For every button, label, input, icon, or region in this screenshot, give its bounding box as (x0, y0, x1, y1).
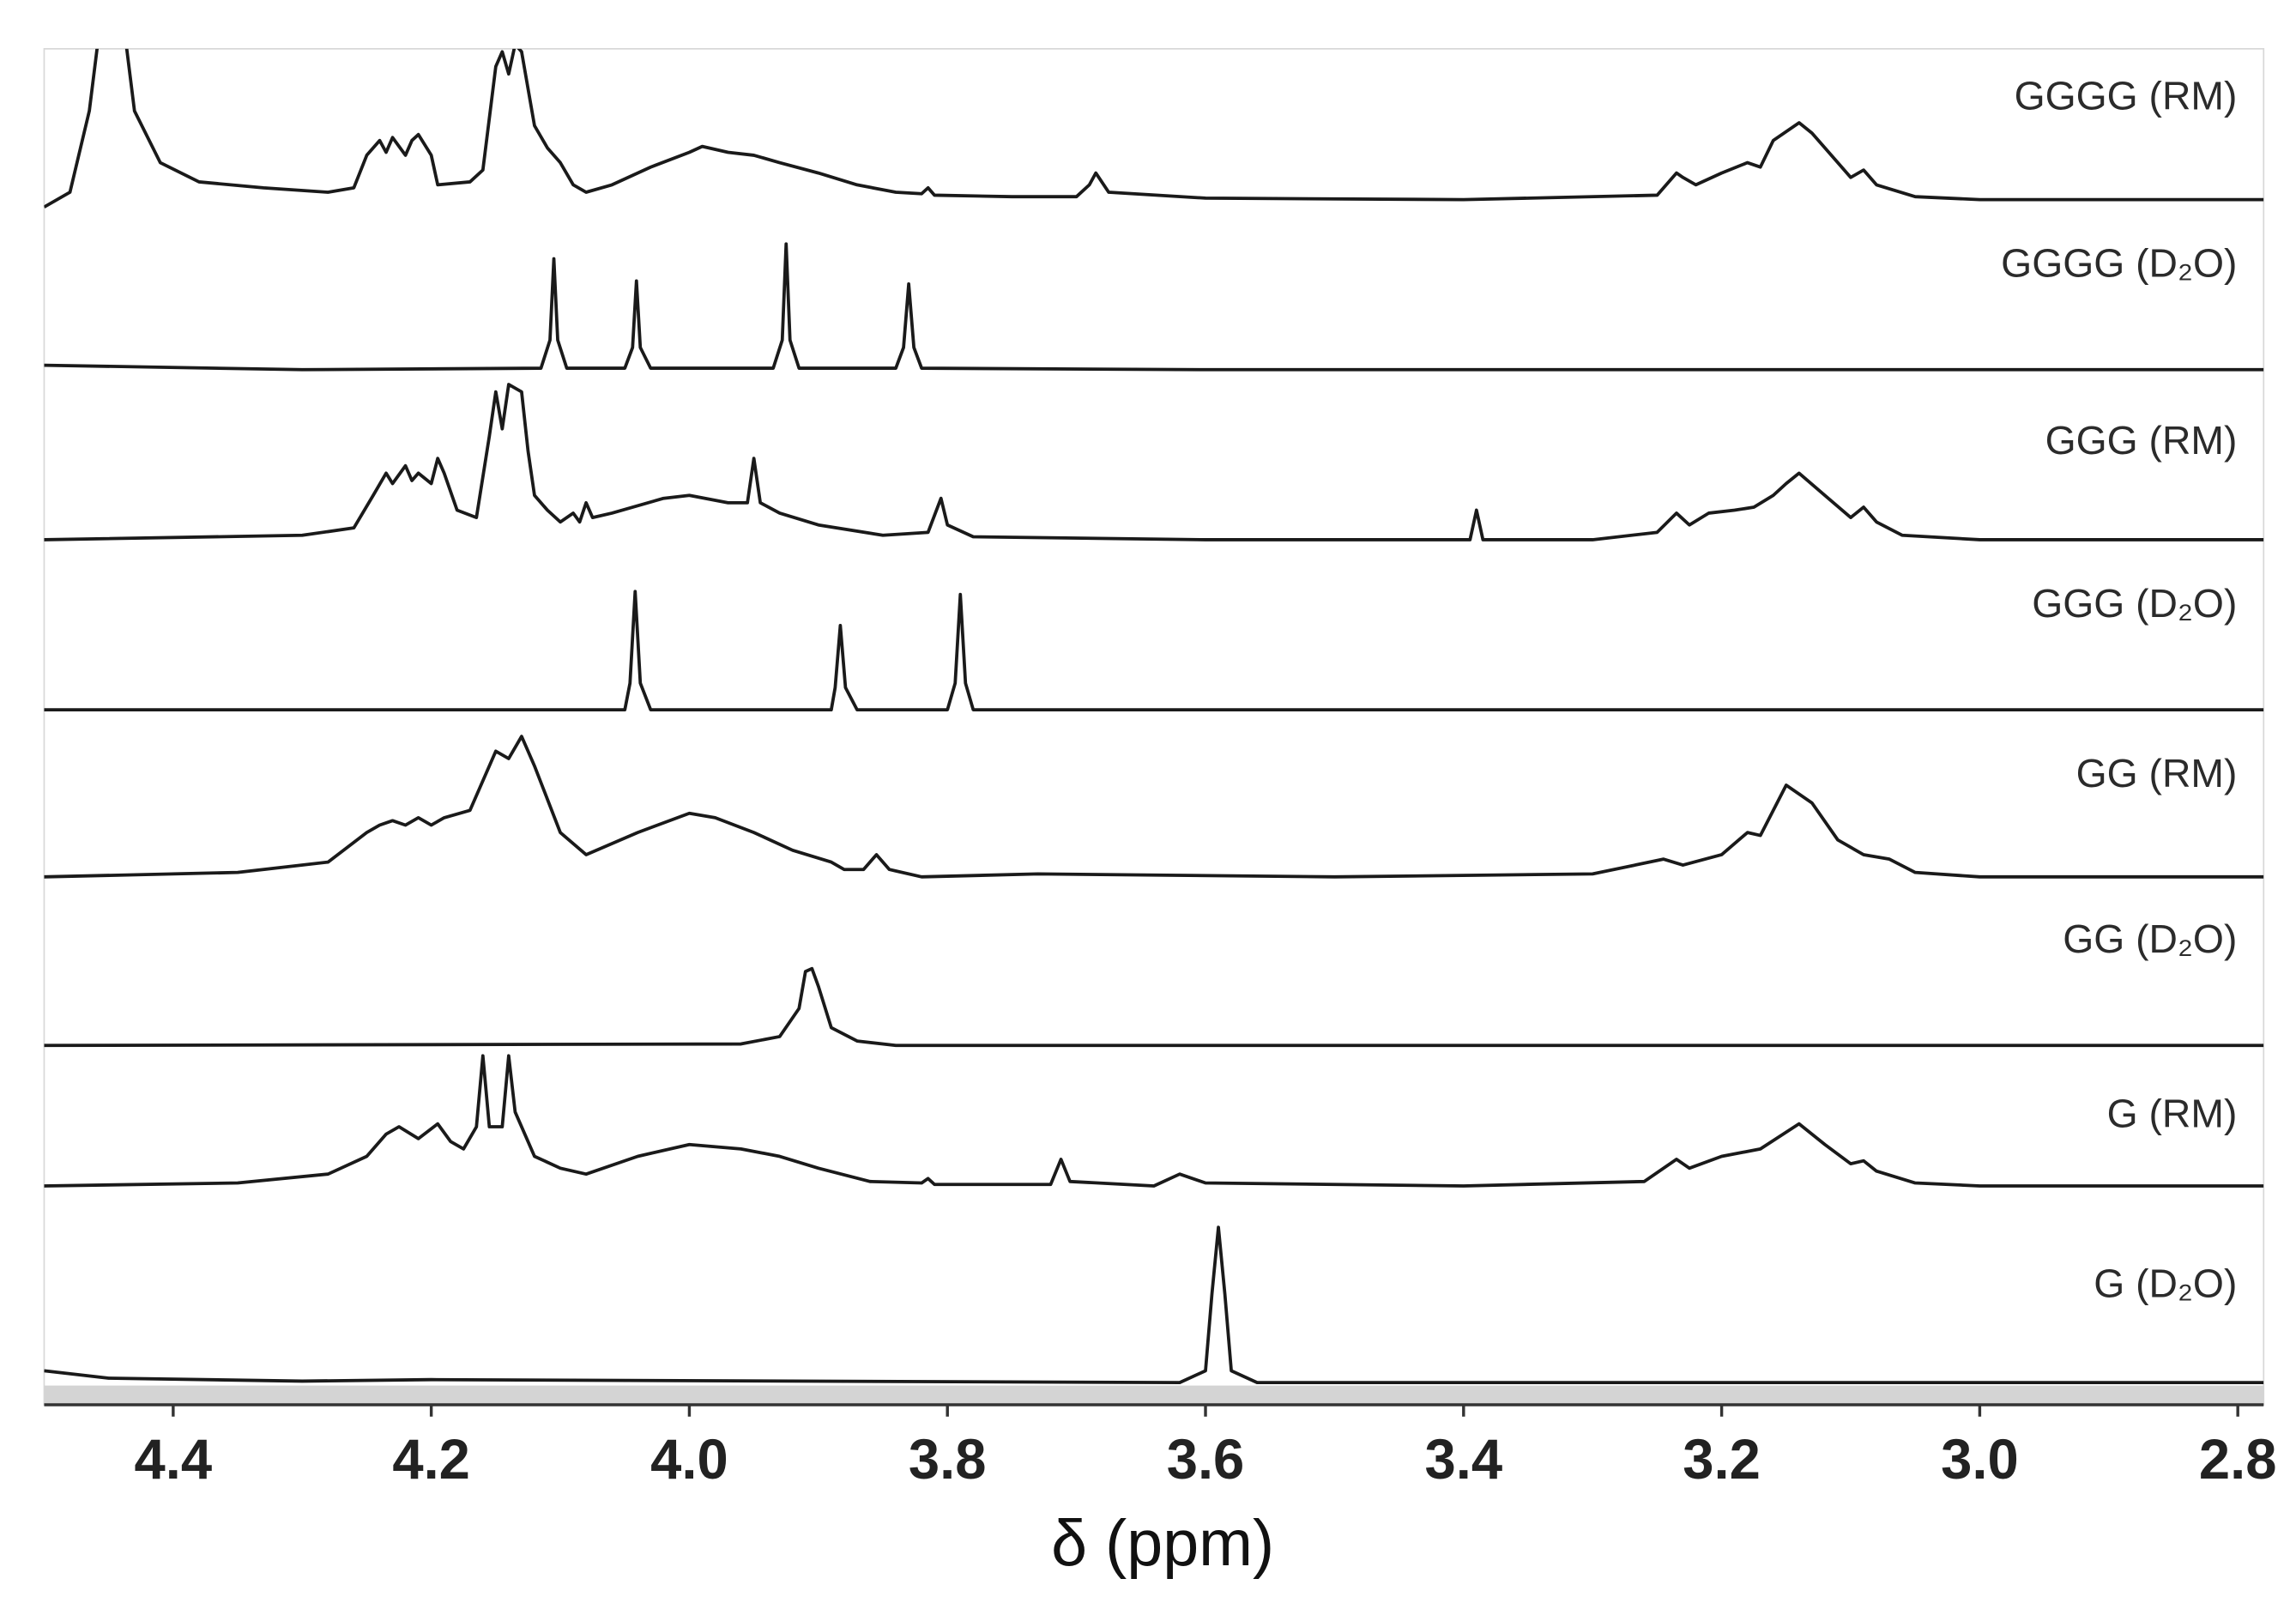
x-axis-title: δ (ppm) (1051, 1508, 1274, 1580)
spectrum-trace (44, 242, 2264, 372)
x-tick-label: 2.8 (2199, 1428, 2277, 1491)
x-tick-label: 3.8 (909, 1428, 987, 1491)
spectrum-trace (44, 383, 2264, 541)
trace-label: G (D₂O) (2094, 1261, 2237, 1305)
bottom-band (44, 1385, 2264, 1405)
x-tick-label: 4.4 (135, 1428, 213, 1491)
x-tick-label: 3.0 (1941, 1428, 2019, 1491)
trace-label: GGG (D₂O) (2032, 581, 2237, 626)
trace-label: GGG (RM) (2045, 418, 2238, 463)
spectrum-trace (44, 48, 2264, 209)
x-tick-label: 3.4 (1424, 1428, 1502, 1491)
trace-label: GG (D₂O) (2063, 916, 2237, 961)
traces (44, 48, 2264, 1385)
x-tick-label: 4.0 (650, 1428, 728, 1491)
trace-label: G (RM) (2107, 1091, 2238, 1135)
trace-label: GGGG (D₂O) (2001, 240, 2237, 285)
x-tick-label: 3.6 (1167, 1428, 1245, 1491)
spectrum-trace (44, 966, 2264, 1048)
spectrum-trace (44, 735, 2264, 879)
spectrum-trace (44, 1054, 2264, 1188)
x-tick-label: 4.2 (392, 1428, 470, 1491)
spectrum-trace (44, 590, 2264, 712)
spectrum-trace (44, 1225, 2264, 1385)
plot-area (43, 48, 2265, 1406)
trace-label: GGGG (RM) (2015, 74, 2238, 118)
trace-label: GG (RM) (2076, 751, 2238, 795)
x-tick-label: 3.2 (1683, 1428, 1761, 1491)
